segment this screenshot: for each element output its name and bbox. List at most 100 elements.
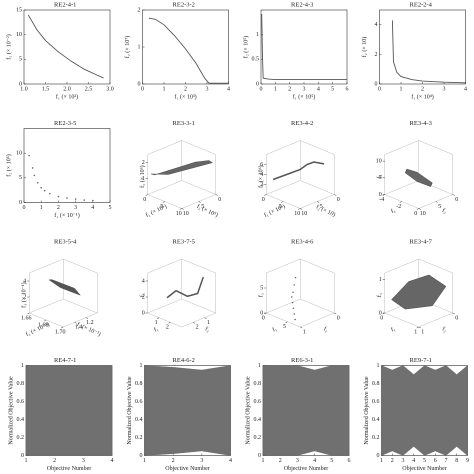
pane-edge — [418, 140, 453, 155]
z-tick-label: 0 — [379, 310, 382, 316]
z-tick-label: 4 — [142, 278, 145, 284]
surface — [151, 160, 213, 176]
x-tick-label: 3.0 — [106, 86, 114, 92]
x-tick-label: 1 — [380, 458, 383, 464]
y-axis-label: f₂ (× 10) — [361, 37, 368, 57]
chart-title: RE3-7-5 — [173, 238, 195, 245]
x-tick-label: 1 — [143, 458, 146, 464]
x-tick-label: 0 — [143, 197, 146, 203]
point — [31, 167, 34, 169]
y-tick-label: 4 — [375, 22, 378, 28]
y-tick-label: 0.8 — [135, 381, 143, 387]
x-tick-label: 3 — [303, 86, 306, 92]
z-tick-label: 2 — [142, 160, 145, 166]
y-tick-label: 0 — [375, 81, 378, 87]
y-tick — [334, 312, 337, 315]
x-tick-label: 4 — [412, 458, 415, 464]
z-tick-label: 4 — [23, 278, 26, 284]
chart-title: RE2-3-5 — [54, 120, 76, 127]
x-axis-label: f₁ (× 10⁵) — [263, 203, 286, 219]
pane-edge — [181, 258, 216, 274]
y-tick-label: 0.4 — [17, 417, 25, 423]
y-tick-label: 10 — [16, 32, 22, 38]
pane-edge — [63, 312, 98, 328]
x-tick — [399, 201, 402, 203]
y-tick — [452, 194, 455, 196]
y-tick-label: 1 — [258, 363, 261, 369]
pane-edge — [300, 140, 335, 155]
x-tick-label: -2 — [396, 204, 401, 210]
x-tick-label: 3 — [74, 205, 77, 211]
curve — [272, 161, 325, 181]
x-tick-label: 6 — [434, 458, 437, 464]
x-tick-label: 0 — [262, 315, 265, 321]
plot-frame — [23, 9, 111, 85]
x-tick-label: 6 — [346, 86, 349, 92]
x-tick — [285, 321, 288, 323]
y-tick-label: 5 — [201, 204, 204, 210]
x-axis-label: f₁ — [271, 325, 278, 333]
x-axis-label: Objective Number — [284, 466, 328, 472]
y-tick — [198, 201, 201, 203]
z-axis-label: f₃ — [139, 293, 146, 297]
y-tick-label: 2 — [196, 325, 199, 331]
x-tick-label: 2 — [288, 86, 291, 92]
curve — [27, 14, 104, 79]
x-tick — [61, 326, 64, 329]
chart-title: RE6-3-1 — [291, 357, 313, 364]
chart-title: RE3-4-2 — [291, 120, 313, 127]
y-tick-label: 1 — [138, 44, 141, 50]
y-tick-label: 0.2 — [372, 435, 380, 441]
point — [49, 192, 51, 195]
y-tick-label: 5 — [19, 57, 22, 63]
x-tick — [298, 208, 301, 210]
point — [33, 174, 36, 177]
y-tick — [215, 194, 218, 196]
x-tick-label: 4 — [229, 458, 232, 464]
chart-title: RE3-3-1 — [173, 120, 195, 127]
y-tick-label: 5 — [320, 204, 323, 210]
chart-title: RE3-4-7 — [410, 238, 433, 245]
pane-edge — [29, 258, 64, 274]
z-tick-label: 0 — [142, 310, 145, 316]
y-tick-label: 0.8 — [17, 381, 25, 387]
y-tick-label: 0.4 — [372, 417, 380, 423]
curve — [391, 20, 466, 84]
pane-edge — [181, 180, 216, 195]
y-tick-label: 0.8 — [254, 381, 262, 387]
x-tick-label: 3 — [82, 458, 85, 464]
pane-edge — [384, 258, 419, 274]
x-tick-label: 1.0 — [20, 86, 28, 92]
pane-edge — [300, 180, 335, 195]
point — [66, 197, 68, 199]
x-axis-label: f₁ (× 10⁴) — [411, 93, 434, 100]
z-axis-label: f₁ (× 10⁻¹) — [21, 282, 28, 307]
x-tick-label: 4 — [111, 458, 114, 464]
z-tick-label: 6 — [260, 162, 263, 168]
band — [381, 365, 468, 456]
y-tick-label: 2 — [138, 7, 141, 13]
x-tick-label: 8 — [455, 458, 458, 464]
pane-edge — [147, 258, 182, 274]
y-tick-label: 0 — [140, 453, 143, 459]
x-tick-label: 3 — [200, 458, 203, 464]
y-tick-label: 0.6 — [17, 399, 25, 405]
x-tick — [145, 194, 148, 196]
pane-edge — [29, 298, 64, 314]
x-tick — [156, 317, 160, 319]
x-tick-label: 1 — [262, 458, 265, 464]
x-tick-label: 1.66 — [21, 315, 32, 321]
y-tick-label: 0.4 — [135, 417, 143, 423]
y-tick-label: 0.6 — [135, 399, 143, 405]
x-axis-label: f₁ — [390, 207, 397, 215]
y-tick-label: 0.5 — [252, 57, 260, 63]
pane-edge — [384, 140, 419, 155]
y-tick — [192, 322, 196, 324]
x-tick-label: 5 — [279, 204, 282, 210]
x-tick-label: 10 — [294, 211, 300, 217]
y-tick-label: 0 — [337, 197, 340, 203]
x-tick — [416, 326, 419, 329]
x-tick-label: 3 — [402, 458, 405, 464]
x-tick-label: 2 — [166, 325, 169, 331]
x-tick-label: 0 — [378, 86, 381, 92]
